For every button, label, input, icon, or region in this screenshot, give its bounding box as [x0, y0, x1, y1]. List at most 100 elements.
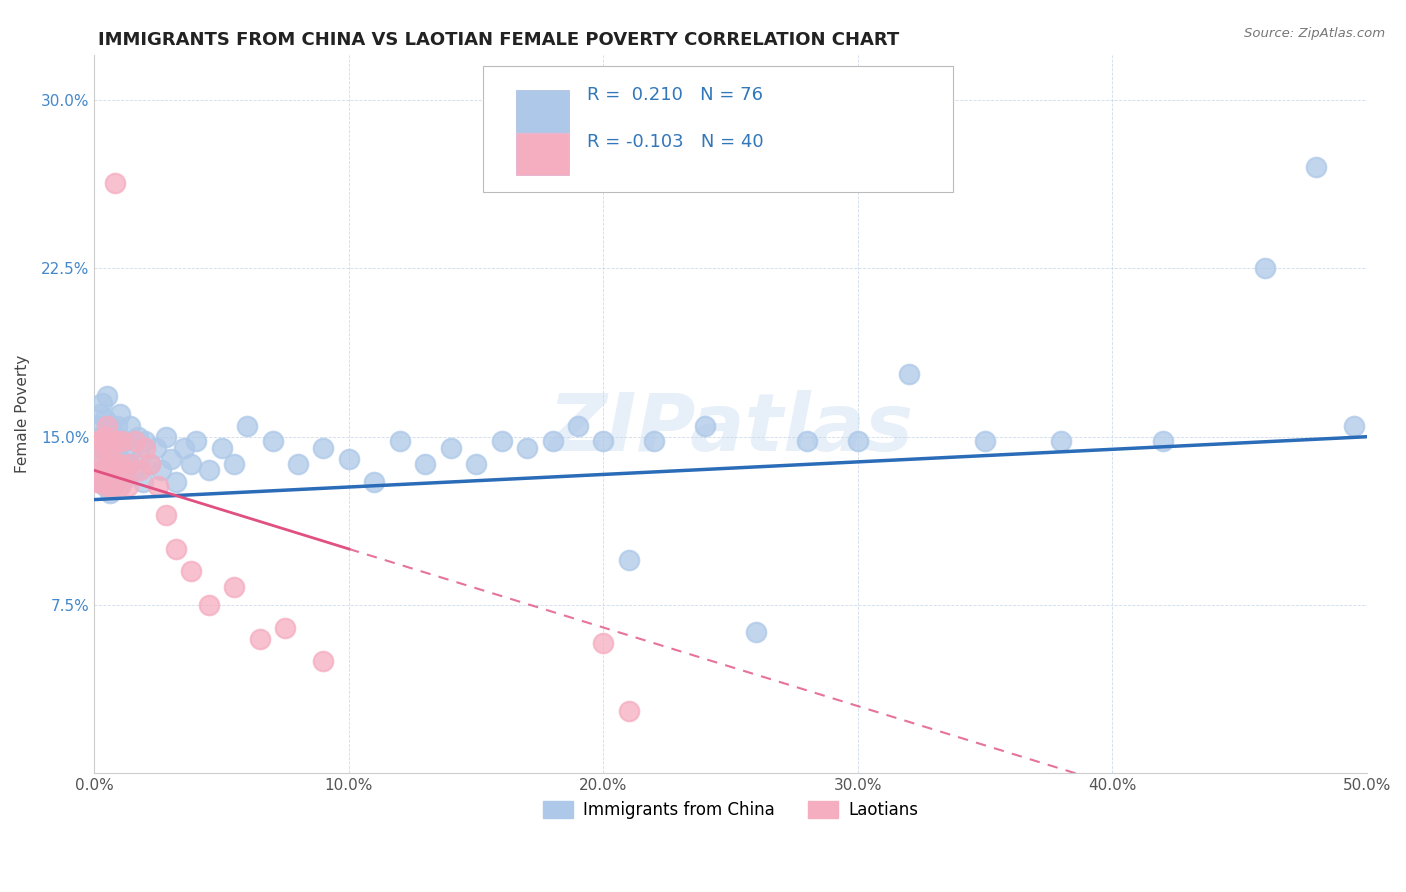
Point	[96, 457, 118, 471]
FancyBboxPatch shape	[516, 133, 569, 175]
Point	[134, 441, 156, 455]
Point	[91, 396, 114, 410]
Point	[111, 475, 134, 489]
Point	[695, 418, 717, 433]
Point	[101, 441, 124, 455]
Point	[127, 430, 149, 444]
Point	[104, 475, 127, 489]
Point	[592, 434, 614, 449]
Point	[617, 704, 640, 718]
Point	[139, 457, 162, 471]
Point	[312, 654, 335, 668]
Point	[96, 448, 118, 462]
Point	[165, 541, 187, 556]
Point	[89, 434, 111, 449]
Point	[91, 463, 114, 477]
Point	[98, 486, 121, 500]
Point	[146, 479, 169, 493]
Point	[617, 553, 640, 567]
Point	[120, 457, 142, 471]
Point	[897, 367, 920, 381]
Point	[96, 423, 118, 437]
Point	[105, 434, 128, 449]
Point	[236, 418, 259, 433]
Point	[388, 434, 411, 449]
Point	[129, 463, 152, 477]
Text: ZIPatlas: ZIPatlas	[548, 390, 912, 467]
Point	[93, 411, 115, 425]
Point	[465, 457, 488, 471]
Point	[86, 434, 108, 449]
Point	[98, 434, 121, 449]
Point	[796, 434, 818, 449]
Point	[104, 463, 127, 477]
Point	[93, 479, 115, 493]
Point	[312, 441, 335, 455]
Point	[93, 434, 115, 449]
Point	[108, 407, 131, 421]
Point	[974, 434, 997, 449]
Point	[98, 463, 121, 477]
Point	[149, 463, 172, 477]
Point	[91, 434, 114, 449]
Point	[96, 389, 118, 403]
Point	[1254, 261, 1277, 276]
Point	[91, 452, 114, 467]
Point	[86, 475, 108, 489]
Point	[101, 479, 124, 493]
Point	[86, 445, 108, 459]
Point	[96, 418, 118, 433]
FancyBboxPatch shape	[482, 66, 953, 192]
Point	[180, 565, 202, 579]
Point	[124, 463, 146, 477]
Point	[567, 418, 589, 433]
FancyBboxPatch shape	[516, 89, 569, 132]
Point	[186, 434, 208, 449]
Point	[249, 632, 271, 646]
Point	[86, 418, 108, 433]
Point	[363, 475, 385, 489]
Point	[108, 452, 131, 467]
Point	[117, 479, 139, 493]
Point	[104, 430, 127, 444]
Point	[1152, 434, 1174, 449]
Point	[108, 457, 131, 471]
Point	[145, 441, 167, 455]
Point	[134, 434, 156, 449]
Point	[1050, 434, 1073, 449]
Point	[159, 452, 181, 467]
Point	[89, 430, 111, 444]
Point	[98, 452, 121, 467]
Point	[541, 434, 564, 449]
Point	[89, 475, 111, 489]
Point	[224, 580, 246, 594]
Point	[89, 407, 111, 421]
Point	[93, 430, 115, 444]
Y-axis label: Female Poverty: Female Poverty	[15, 355, 30, 474]
Point	[198, 598, 221, 612]
Point	[491, 434, 513, 449]
Point	[287, 457, 309, 471]
Point	[180, 457, 202, 471]
Point	[108, 479, 131, 493]
Point	[440, 441, 463, 455]
Point	[643, 434, 665, 449]
Point	[101, 463, 124, 477]
Point	[105, 441, 128, 455]
Point	[91, 441, 114, 455]
Point	[413, 457, 436, 471]
Point	[89, 475, 111, 489]
Point	[111, 434, 134, 449]
Point	[211, 441, 233, 455]
Point	[93, 463, 115, 477]
Point	[114, 463, 136, 477]
Text: R = -0.103   N = 40: R = -0.103 N = 40	[586, 133, 763, 151]
Point	[1343, 418, 1365, 433]
Text: Source: ZipAtlas.com: Source: ZipAtlas.com	[1244, 27, 1385, 40]
Point	[117, 457, 139, 471]
Point	[1305, 161, 1327, 175]
Point	[96, 479, 118, 493]
Point	[516, 441, 538, 455]
Point	[846, 434, 869, 449]
Point	[101, 452, 124, 467]
